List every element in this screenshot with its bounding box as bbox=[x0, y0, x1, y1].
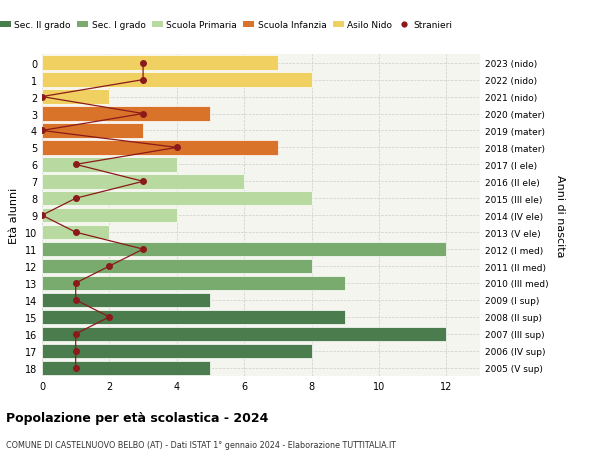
Bar bbox=[42, 208, 177, 223]
Bar bbox=[42, 310, 345, 325]
Bar bbox=[42, 107, 211, 122]
Bar bbox=[42, 344, 311, 358]
Y-axis label: Anni di nascita: Anni di nascita bbox=[555, 174, 565, 257]
Bar bbox=[42, 56, 278, 71]
Bar bbox=[42, 90, 109, 105]
Bar bbox=[42, 276, 345, 291]
Bar bbox=[42, 73, 311, 88]
Bar bbox=[42, 225, 109, 240]
Bar bbox=[42, 327, 446, 341]
Bar bbox=[42, 192, 311, 206]
Bar bbox=[42, 361, 211, 375]
Bar bbox=[42, 175, 244, 189]
Bar bbox=[42, 141, 278, 155]
Bar bbox=[42, 158, 177, 172]
Text: COMUNE DI CASTELNUOVO BELBO (AT) - Dati ISTAT 1° gennaio 2024 - Elaborazione TUT: COMUNE DI CASTELNUOVO BELBO (AT) - Dati … bbox=[6, 440, 396, 449]
Bar bbox=[42, 293, 211, 308]
Bar bbox=[42, 124, 143, 138]
Bar bbox=[42, 242, 446, 257]
Y-axis label: Età alunni: Età alunni bbox=[9, 188, 19, 244]
Text: Popolazione per età scolastica - 2024: Popolazione per età scolastica - 2024 bbox=[6, 411, 268, 424]
Legend: Sec. II grado, Sec. I grado, Scuola Primaria, Scuola Infanzia, Asilo Nido, Stran: Sec. II grado, Sec. I grado, Scuola Prim… bbox=[0, 18, 455, 34]
Bar bbox=[42, 259, 311, 274]
